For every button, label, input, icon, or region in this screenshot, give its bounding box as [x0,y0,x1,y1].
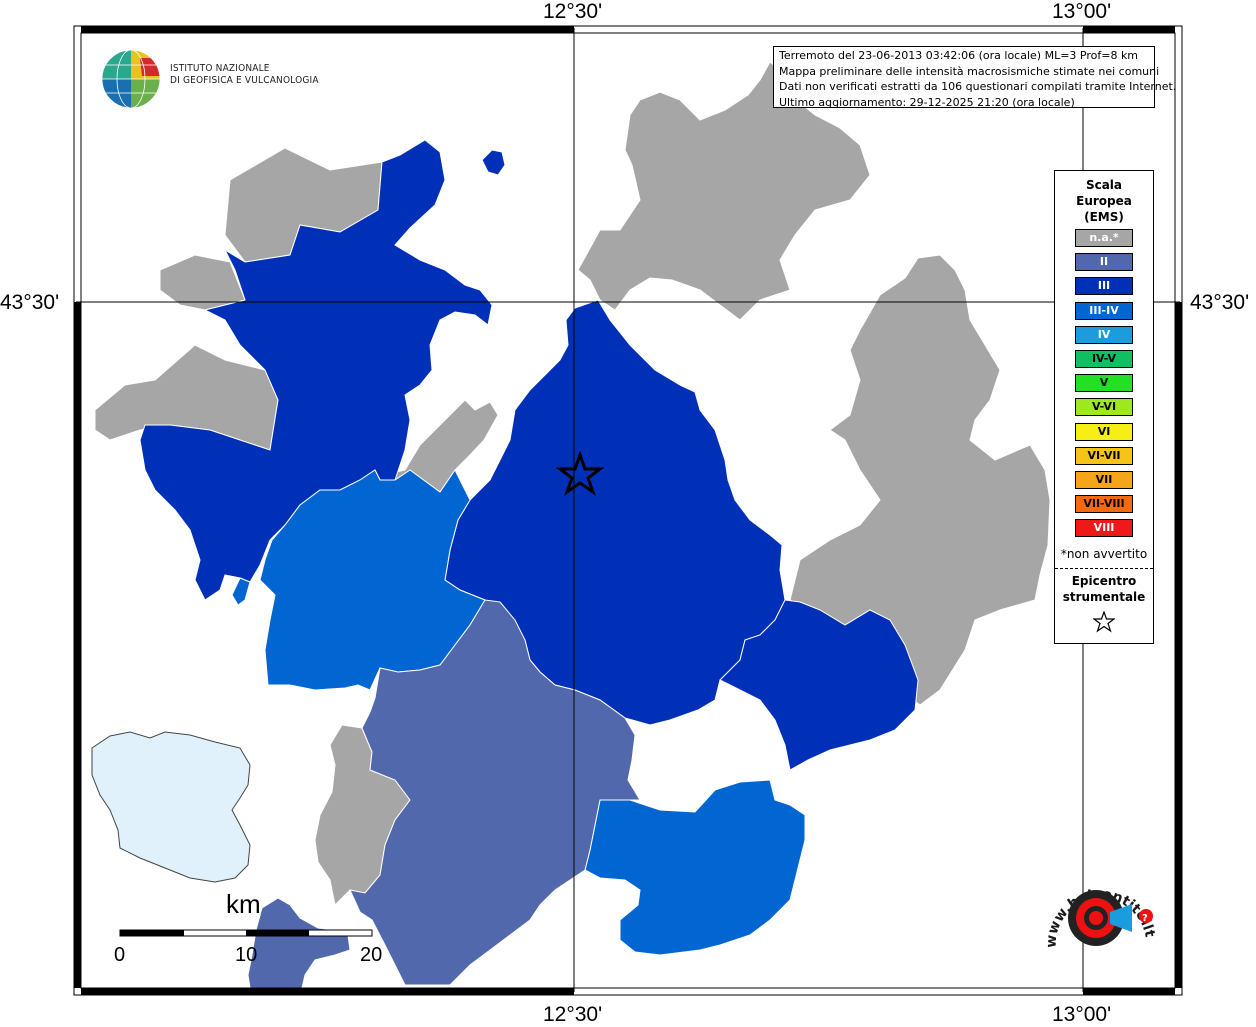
legend-epicentre-line-2: strumentale [1062,590,1146,604]
legend-swatch: III-IV [1075,301,1133,320]
epicentre-star-icon [555,450,605,496]
left-lat-label: 43°30' [0,291,60,314]
legend-swatch: VI [1075,422,1133,441]
legend-swatch: VII-VIII [1075,495,1133,514]
top-lon-label-1: 12°30' [543,0,603,23]
right-lat-label: 43°30' [1190,291,1250,314]
region-ii [247,599,641,989]
legend-swatch: II [1075,253,1133,272]
event-info-box: Terremoto del 23-06-2013 03:42:06 (ora l… [773,46,1177,109]
info-line-3: Dati non verificati estratti da 106 ques… [779,80,1177,93]
ems-legend: Scala Europea (EMS) n.a.* II III III-IV IV IV… [1054,170,1154,644]
scale-tick-20: 20 [360,944,383,966]
info-line-2: Mappa preliminare delle intensità macros… [779,64,1160,78]
legend-title-2: Europea [1076,194,1132,208]
legend-swatch: VIII [1075,519,1133,538]
legend-epicentre: Epicentro strumentale [1055,573,1153,637]
legend-title-3: (EMS) [1084,210,1124,224]
star-icon [1092,610,1116,633]
legend-swatch: IV [1075,325,1133,344]
legend-swatch: V [1075,374,1133,393]
legend-swatch: V-VI [1075,398,1133,417]
info-line-4: Ultimo aggiornamento: 29-12-2025 21:20 (… [779,95,1075,109]
haisentito-logo: www.haisentitoilterremoto.it ? [1028,860,1158,948]
legend-swatch: IV-V [1075,350,1133,368]
legend-separator [1055,568,1153,569]
scale-tick-10: 10 [235,944,258,966]
top-lon-label-2: 13°00' [1052,0,1112,23]
region-iii-iv [231,469,806,956]
institute-name: ISTITUTO NAZIONALE DI GEOFISICA E VULCAN… [170,63,319,87]
legend-swatch: VII [1075,471,1133,489]
ingv-globe-logo [101,49,161,109]
scale-tick-0: 0 [114,944,126,966]
bottom-lon-label-2: 13°00' [1052,1003,1112,1026]
scale-bar [119,929,373,937]
bottom-lon-label-1: 12°30' [543,1003,603,1026]
legend-title-1: Scala [1085,178,1123,192]
institute-line-1: ISTITUTO NAZIONALE [170,63,270,74]
legend-swatch: III [1075,277,1133,296]
region-iii [139,139,919,771]
legend-swatch: n.a.* [1075,229,1133,247]
svg-text:?: ? [1142,913,1148,924]
legend-epicentre-line-1: Epicentro [1071,574,1137,588]
lake [91,731,251,883]
info-line-1: Terremoto del 23-06-2013 03:42:06 (ora l… [779,49,1139,62]
legend-swatch: VI-VII [1075,446,1133,465]
legend-note: *non avvertito [1060,547,1148,561]
institute-line-2: DI GEOFISICA E VULCANOLOGIA [170,75,319,86]
scale-unit: km [226,889,261,919]
